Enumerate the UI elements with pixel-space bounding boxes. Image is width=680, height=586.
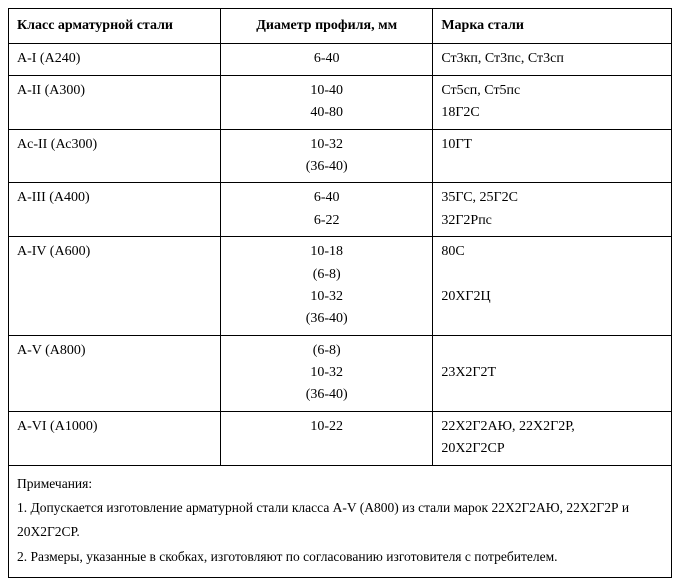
table-header-row: Класс арматурной стали Диаметр профиля, … <box>9 9 672 44</box>
table-body: A-I (А240)6-40Ст3кп, Ст3пс, Ст3спA-II (А… <box>9 44 672 465</box>
cell-mark: 10ГТ <box>433 129 672 183</box>
cell-class: A-III (А400) <box>9 183 221 237</box>
cell-mark: 23Х2Г2Т <box>433 335 672 411</box>
cell-mark: Ст5сп, Ст5пс18Г2С <box>433 75 672 129</box>
cell-diameter: (6-8)10-32(36-40) <box>221 335 433 411</box>
steel-rebar-table: Класс арматурной стали Диаметр профиля, … <box>8 8 672 578</box>
note-line: Примечания: <box>17 472 663 496</box>
cell-class: Aс-II (Ас300) <box>9 129 221 183</box>
cell-diameter: 6-406-22 <box>221 183 433 237</box>
table-row: A-I (А240)6-40Ст3кп, Ст3пс, Ст3сп <box>9 44 672 75</box>
table-row: A-IV (А600)10-18(6-8)10-32(36-40)80С 20Х… <box>9 237 672 336</box>
header-diameter: Диаметр профиля, мм <box>221 9 433 44</box>
cell-diameter: 10-18(6-8)10-32(36-40) <box>221 237 433 336</box>
table-row: A-III (А400)6-406-2235ГС, 25Г2С32Г2Рпс <box>9 183 672 237</box>
note-line: 1. Допускается изготовление арматурной с… <box>17 496 663 545</box>
cell-class: A-I (А240) <box>9 44 221 75</box>
table-notes: Примечания:1. Допускается изготовление а… <box>9 465 672 577</box>
cell-diameter: 10-32(36-40) <box>221 129 433 183</box>
cell-class: A-II (А300) <box>9 75 221 129</box>
cell-class: A-V (А800) <box>9 335 221 411</box>
cell-diameter: 10-4040-80 <box>221 75 433 129</box>
cell-class: A-IV (А600) <box>9 237 221 336</box>
cell-mark: 22Х2Г2АЮ, 22Х2Г2Р,20Х2Г2СР <box>433 411 672 465</box>
note-line: 2. Размеры, указанные в скобках, изготов… <box>17 545 663 569</box>
table-notes-row: Примечания:1. Допускается изготовление а… <box>9 465 672 577</box>
cell-mark: 80С 20ХГ2Ц <box>433 237 672 336</box>
table-row: A-VI (А1000)10-2222Х2Г2АЮ, 22Х2Г2Р,20Х2Г… <box>9 411 672 465</box>
cell-mark: 35ГС, 25Г2С32Г2Рпс <box>433 183 672 237</box>
cell-diameter: 10-22 <box>221 411 433 465</box>
table-row: A-V (А800)(6-8)10-32(36-40) 23Х2Г2Т <box>9 335 672 411</box>
header-class: Класс арматурной стали <box>9 9 221 44</box>
cell-mark: Ст3кп, Ст3пс, Ст3сп <box>433 44 672 75</box>
cell-class: A-VI (А1000) <box>9 411 221 465</box>
cell-diameter: 6-40 <box>221 44 433 75</box>
table-row: A-II (А300)10-4040-80Ст5сп, Ст5пс18Г2С <box>9 75 672 129</box>
header-mark: Марка стали <box>433 9 672 44</box>
table-row: Aс-II (Ас300)10-32(36-40)10ГТ <box>9 129 672 183</box>
